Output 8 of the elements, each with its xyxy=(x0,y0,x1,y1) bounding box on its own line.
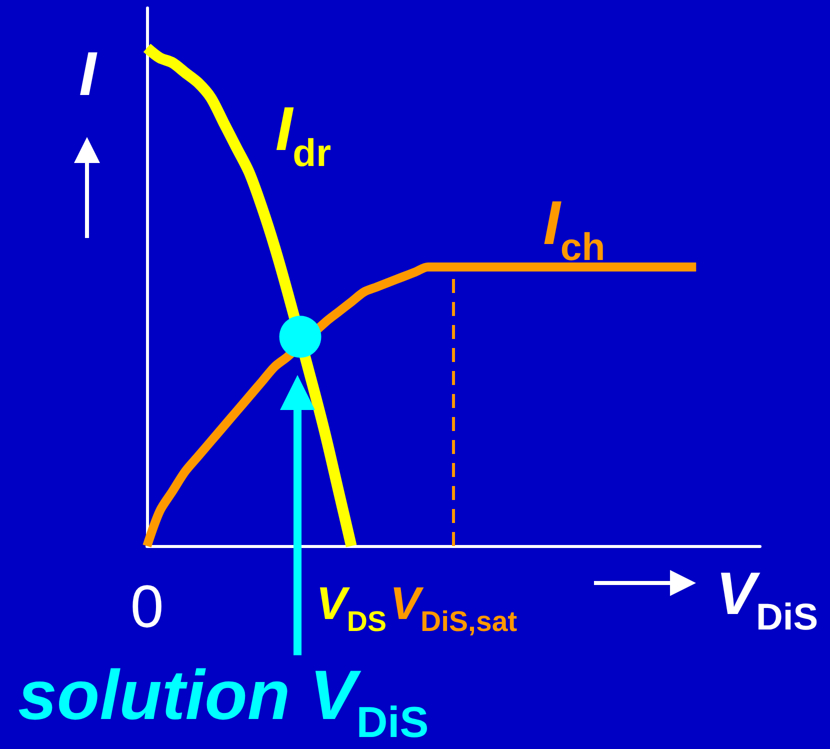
x-axis-title: V$_{DiS}$ xyxy=(716,560,818,638)
x-tick-label: V$_{DiS,sat}$ xyxy=(390,577,518,638)
series-label: I$_{ch}$ xyxy=(543,189,606,270)
x-tick-label: 0 xyxy=(130,573,164,640)
series-label: I$_{dr}$ xyxy=(275,95,332,176)
x-tick-label: V$_{DS}$ xyxy=(316,577,386,638)
y-axis-title: I xyxy=(79,40,96,109)
text: solution V$_{DiS}$ xyxy=(18,656,429,748)
